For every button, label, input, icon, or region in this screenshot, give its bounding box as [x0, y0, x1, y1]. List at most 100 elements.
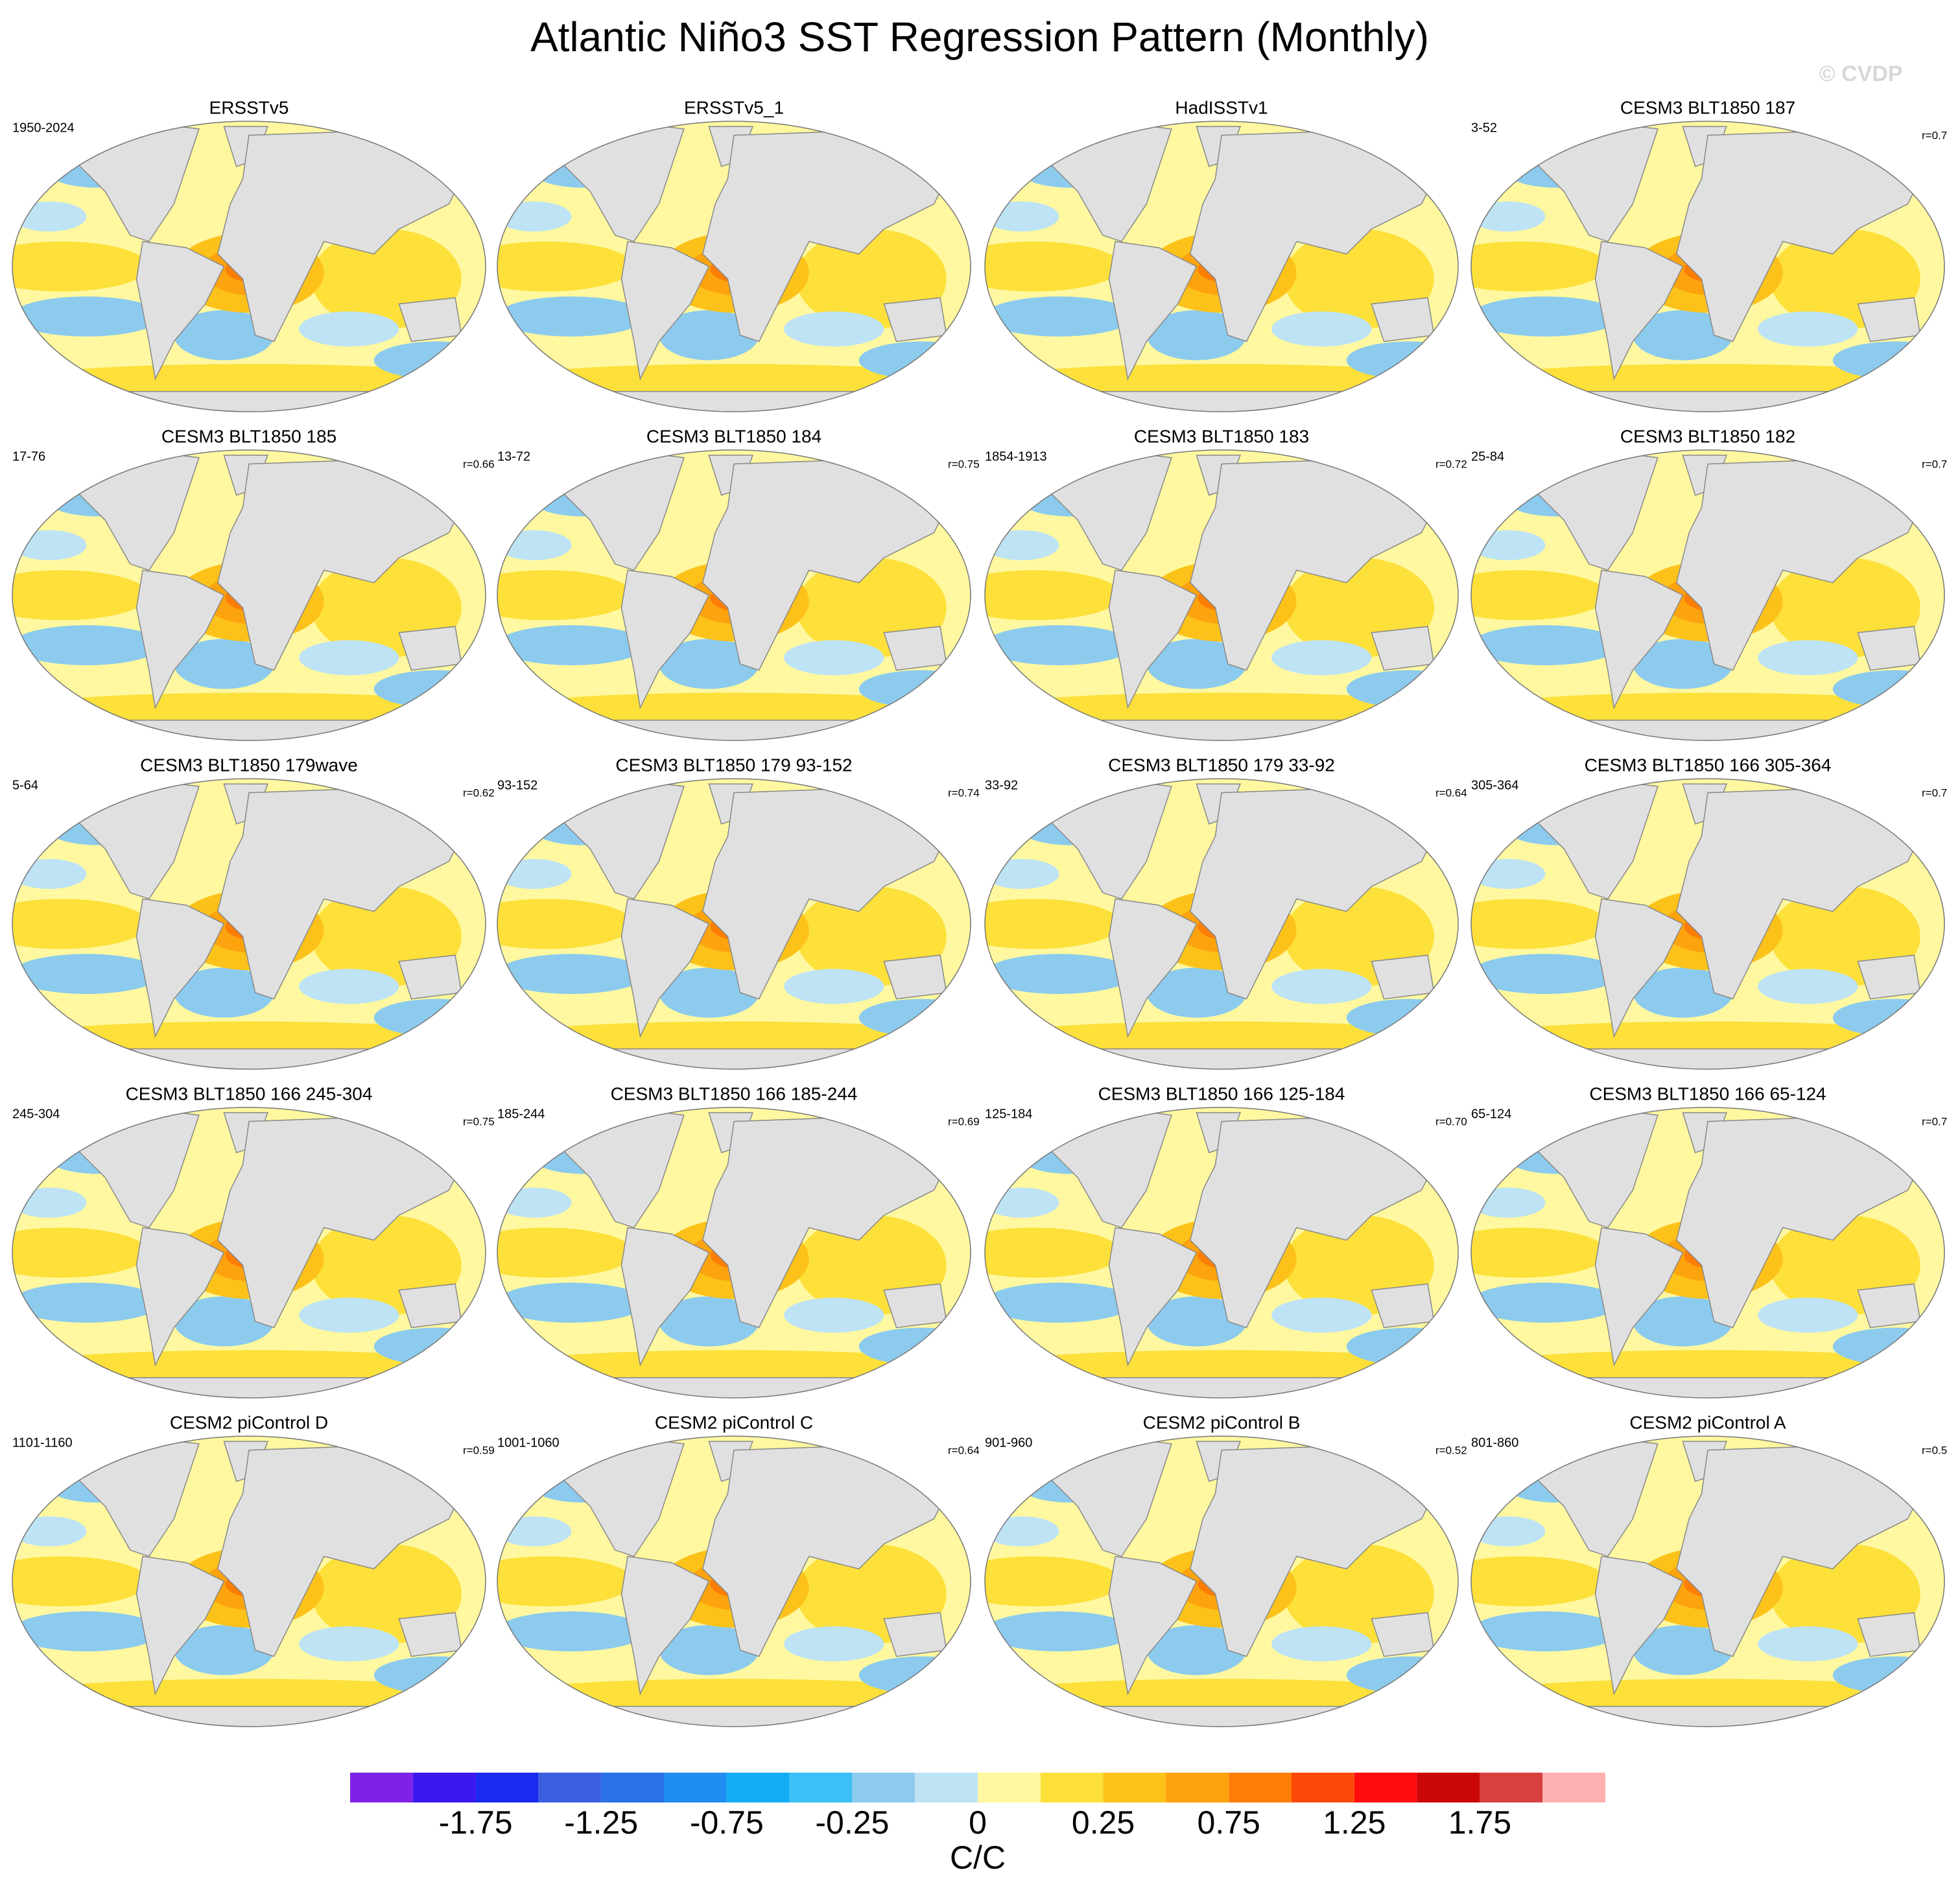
- colorbar-box: [1166, 1773, 1229, 1802]
- map-panel: [984, 1435, 1459, 1727]
- anomaly-region: [1346, 1656, 1458, 1694]
- map-outline: [984, 1435, 1459, 1727]
- land: [12, 1048, 486, 1069]
- map-panel: [984, 778, 1459, 1070]
- anomaly-region: [1471, 296, 1621, 337]
- anomaly-region: [858, 670, 971, 708]
- panel-period: 1101-1160: [12, 1435, 73, 1450]
- anomaly-region: [12, 1556, 149, 1607]
- anomaly-region: [508, 692, 960, 723]
- anomaly-region: [508, 1679, 960, 1709]
- anomaly-region: [174, 1625, 274, 1675]
- colorbar-label: C/C: [950, 1839, 1006, 1876]
- land: [136, 898, 225, 1038]
- map-field: [1471, 1107, 1944, 1398]
- land: [1594, 898, 1684, 1038]
- anomaly-region: [659, 639, 759, 689]
- panel-period: 65-124: [1471, 1107, 1511, 1121]
- colorbar-tick-label: -1.75: [439, 1804, 513, 1841]
- map-field: [1471, 779, 1944, 1069]
- anomaly-region: [1832, 341, 1944, 379]
- land: [1108, 1227, 1198, 1367]
- map-outline: [497, 1107, 971, 1399]
- colorbar-box: [601, 1773, 664, 1802]
- anomaly-region: [1471, 201, 1546, 232]
- colorbar-box: [538, 1773, 602, 1802]
- anomaly-region: [784, 640, 884, 676]
- land: [985, 1706, 1458, 1727]
- anomaly-region: [12, 1516, 87, 1547]
- map-field: [497, 121, 971, 412]
- panel-period: 1001-1060: [497, 1435, 560, 1450]
- land: [136, 241, 225, 381]
- panel-correlation: r=0.7: [1922, 458, 1947, 470]
- anomaly-region: [858, 998, 971, 1037]
- map-panel: [12, 1107, 486, 1399]
- anomaly-region: [299, 640, 399, 676]
- anomaly-region: [1146, 310, 1247, 360]
- map-panel: [984, 121, 1459, 412]
- panel-title: CESM3 BLT1850 166 65-124: [1589, 1083, 1826, 1104]
- anomaly-region: [12, 241, 149, 292]
- panel-title: CESM3 BLT1850 179 33-92: [1108, 755, 1335, 775]
- anomaly-region: [985, 530, 1059, 561]
- map-panel: [984, 449, 1459, 741]
- anomaly-region: [1758, 311, 1858, 347]
- anomaly-region: [373, 998, 486, 1037]
- land: [1108, 569, 1198, 709]
- panel-title: CESM2 piControl B: [1143, 1412, 1301, 1432]
- anomaly-region: [1471, 899, 1608, 949]
- colorbar-box: [1292, 1773, 1354, 1802]
- land: [620, 241, 710, 381]
- anomaly-region: [508, 1021, 960, 1052]
- map-panel: [984, 1107, 1459, 1399]
- land: [497, 1048, 971, 1069]
- panel-title: CESM3 BLT1850 166 185-244: [611, 1083, 858, 1104]
- map-outline: [12, 1107, 486, 1399]
- panel-title: CESM3 BLT1850 185: [161, 426, 337, 446]
- anomaly-region: [1482, 364, 1933, 394]
- panel-period: 33-92: [985, 778, 1018, 792]
- map-outline: [1470, 1107, 1945, 1399]
- land: [12, 391, 486, 412]
- colorbar-tick-label: 1.25: [1323, 1804, 1386, 1841]
- map-outline: [12, 1435, 486, 1727]
- anomaly-region: [1146, 1625, 1247, 1675]
- land: [985, 720, 1458, 740]
- anomaly-region: [497, 1187, 572, 1218]
- anomaly-region: [985, 1556, 1122, 1607]
- anomaly-region: [1271, 1297, 1372, 1333]
- panel-correlation: r=0.75: [463, 1115, 495, 1128]
- anomaly-region: [23, 1679, 475, 1709]
- land: [497, 1706, 971, 1727]
- anomaly-region: [985, 570, 1122, 620]
- map-field: [985, 121, 1458, 412]
- anomaly-region: [497, 1611, 647, 1651]
- panel-period: 3-52: [1471, 121, 1497, 135]
- panel-title: CESM3 BLT1850 183: [1134, 426, 1309, 446]
- map-field: [12, 779, 486, 1069]
- anomaly-region: [12, 858, 87, 890]
- anomaly-region: [497, 296, 647, 337]
- map-panel: [1470, 1435, 1945, 1727]
- colorbar-box: [1229, 1773, 1292, 1802]
- anomaly-region: [373, 1327, 486, 1365]
- anomaly-region: [497, 1516, 572, 1547]
- land: [1594, 1227, 1684, 1367]
- map-field: [12, 450, 486, 740]
- anomaly-region: [1471, 241, 1608, 292]
- panel-title: CESM2 piControl A: [1629, 1412, 1786, 1432]
- anomaly-region: [985, 625, 1135, 665]
- land: [1108, 1555, 1198, 1695]
- colorbar-box: [978, 1773, 1041, 1802]
- panel-period: 801-860: [1471, 1435, 1518, 1450]
- panel-title: CESM3 BLT1850 166 245-304: [126, 1083, 373, 1104]
- map-field: [497, 450, 971, 740]
- map-outline: [1470, 121, 1945, 412]
- anomaly-region: [497, 241, 634, 292]
- anomaly-region: [1633, 639, 1733, 689]
- anomaly-region: [497, 899, 634, 949]
- anomaly-region: [1832, 1656, 1944, 1694]
- colorbar-box: [1040, 1773, 1104, 1802]
